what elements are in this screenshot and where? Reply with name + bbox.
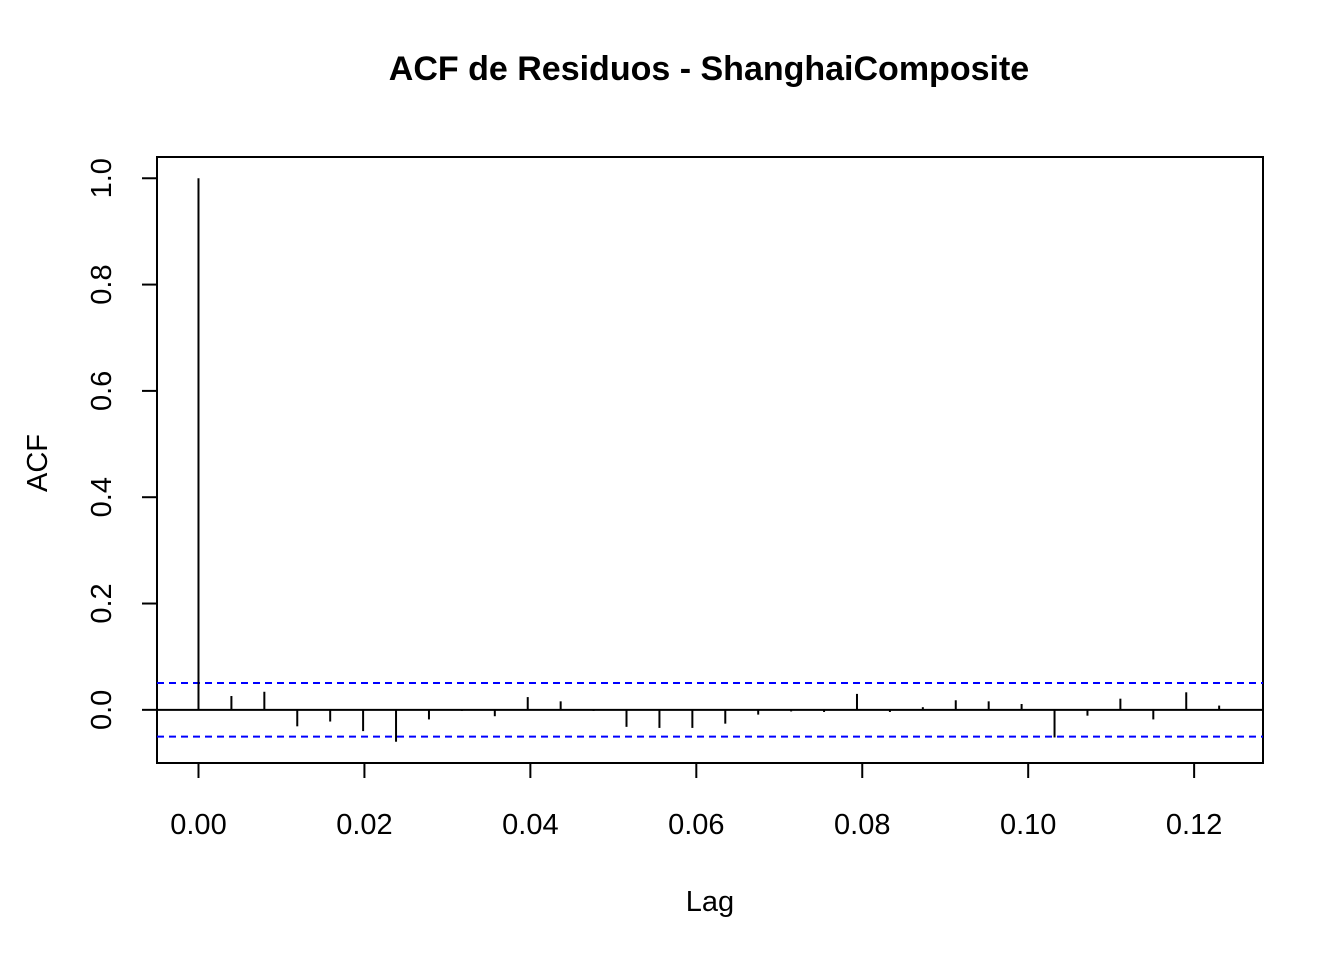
plot-area: 0.00 0.02 0.04 0.06 0.08 0.10 0.12 0.0 0.2 0.4 0.6… (86, 156, 1264, 841)
y-tick-label: 0.8 (86, 264, 118, 304)
x-tick-label: 0.02 (336, 809, 392, 841)
x-tick-label: 0.10 (1000, 809, 1056, 841)
y-tick-label: 0.6 (86, 371, 118, 411)
plot-frame (156, 156, 1264, 764)
y-tick-label: 0.2 (86, 583, 118, 623)
x-tick-label: 0.08 (834, 809, 890, 841)
x-tick-label: 0.00 (170, 809, 226, 841)
x-tick-label: 0.04 (502, 809, 558, 841)
y-tick-label: 0.4 (86, 477, 118, 517)
x-tick-label: 0.12 (1166, 809, 1222, 841)
y-tick-label: 1.0 (86, 158, 118, 198)
chart-title: ACF de Residuos - ShanghaiComposite (389, 50, 1029, 88)
y-axis-label: ACF (22, 434, 54, 492)
y-tick-label: 0.0 (86, 690, 118, 730)
x-axis-label: Lag (686, 886, 734, 918)
x-tick-label: 0.06 (668, 809, 724, 841)
